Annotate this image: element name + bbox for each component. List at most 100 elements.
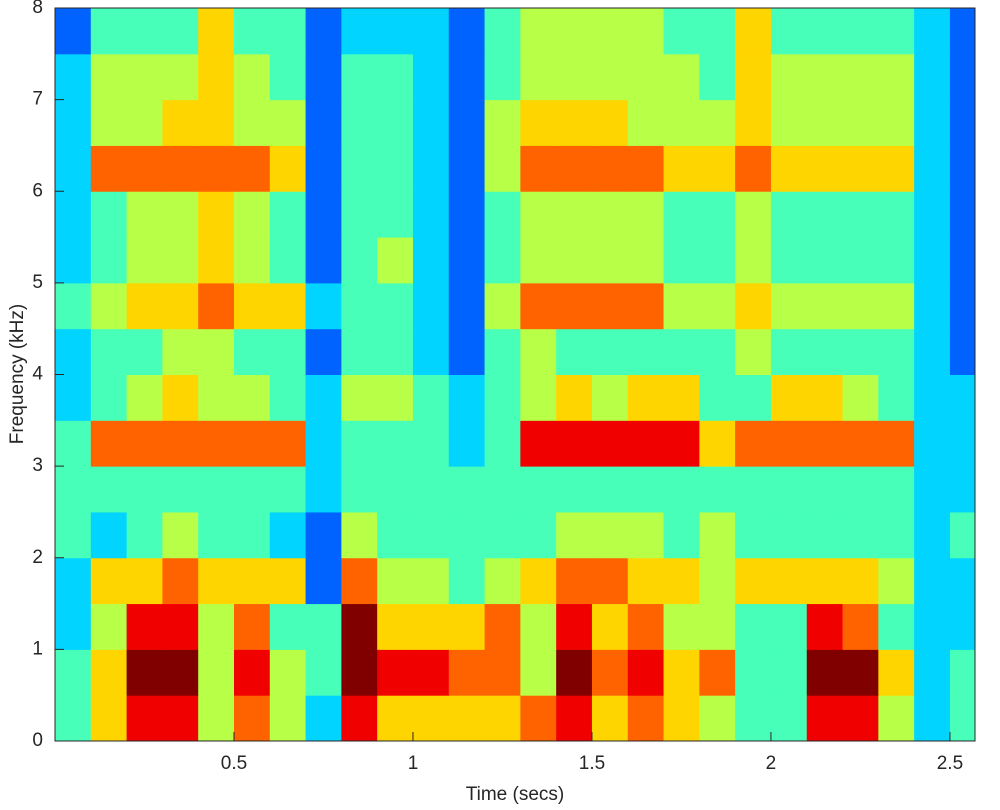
cell xyxy=(233,191,271,238)
cell xyxy=(448,695,486,742)
cell xyxy=(735,557,772,605)
cell xyxy=(341,557,378,605)
cell xyxy=(556,557,593,605)
cell xyxy=(305,420,342,467)
cell xyxy=(198,99,235,146)
y-tick-label: 8 xyxy=(32,0,43,18)
y-tick-label: 3 xyxy=(32,455,43,476)
cell xyxy=(770,53,808,101)
cell xyxy=(377,695,414,742)
cell xyxy=(377,511,414,559)
cell xyxy=(484,695,521,742)
cell xyxy=(198,191,235,238)
cell xyxy=(663,145,700,192)
cell xyxy=(556,466,593,513)
cell xyxy=(663,237,700,284)
cell xyxy=(735,374,772,421)
cell xyxy=(412,191,450,238)
cell xyxy=(663,99,700,146)
cell xyxy=(90,466,128,513)
cell xyxy=(484,649,521,696)
cell xyxy=(949,649,976,696)
cell xyxy=(412,328,450,375)
cell xyxy=(520,603,557,650)
cell xyxy=(842,145,879,192)
cell xyxy=(55,511,92,559)
cell xyxy=(770,695,808,742)
cell xyxy=(591,328,629,375)
cell xyxy=(699,99,736,146)
cell xyxy=(914,466,951,513)
y-tick-label: 1 xyxy=(32,638,43,659)
cell xyxy=(842,649,879,696)
cell xyxy=(448,420,486,467)
cell xyxy=(699,603,736,650)
cell xyxy=(520,282,557,330)
cell xyxy=(770,511,808,559)
cell xyxy=(556,282,593,330)
cell xyxy=(448,649,486,696)
cell xyxy=(735,649,772,696)
cell xyxy=(663,649,700,696)
cell xyxy=(412,557,450,605)
cell xyxy=(591,99,629,146)
cell xyxy=(627,145,665,192)
cell xyxy=(520,8,557,55)
cell xyxy=(591,603,629,650)
cell xyxy=(162,420,199,467)
cell xyxy=(699,466,736,513)
cell xyxy=(914,511,951,559)
cell xyxy=(341,328,378,375)
cell xyxy=(949,557,976,605)
cell xyxy=(233,511,271,559)
cell xyxy=(484,328,521,375)
cell xyxy=(341,145,378,192)
cell xyxy=(842,328,879,375)
cell xyxy=(162,511,199,559)
cell xyxy=(520,557,557,605)
cell xyxy=(914,649,951,696)
cell xyxy=(949,145,976,192)
cell xyxy=(233,420,271,467)
cell xyxy=(949,603,976,650)
cell xyxy=(699,649,736,696)
cell xyxy=(233,374,271,421)
cell xyxy=(412,99,450,146)
cell xyxy=(627,695,665,742)
cell xyxy=(305,695,342,742)
cell xyxy=(949,53,976,101)
cell xyxy=(627,511,665,559)
cell xyxy=(448,466,486,513)
cell xyxy=(914,557,951,605)
cell xyxy=(341,99,378,146)
cell xyxy=(55,53,92,101)
cell xyxy=(591,420,629,467)
cell xyxy=(55,191,92,238)
cell xyxy=(842,282,879,330)
cell xyxy=(699,237,736,284)
cell xyxy=(341,374,378,421)
cell xyxy=(770,237,808,284)
cell xyxy=(556,191,593,238)
cell xyxy=(949,420,976,467)
cell xyxy=(806,695,844,742)
cell xyxy=(878,603,915,650)
cell xyxy=(90,282,128,330)
cell xyxy=(90,99,128,146)
cell xyxy=(806,420,844,467)
cell xyxy=(699,191,736,238)
cell xyxy=(126,695,163,742)
cell xyxy=(412,145,450,192)
cell xyxy=(377,603,414,650)
cell xyxy=(556,8,593,55)
cell xyxy=(914,191,951,238)
cell xyxy=(556,511,593,559)
cell xyxy=(735,466,772,513)
cell xyxy=(269,557,307,605)
cell xyxy=(627,603,665,650)
cell xyxy=(126,420,163,467)
cell xyxy=(484,420,521,467)
cell xyxy=(663,511,700,559)
cell xyxy=(198,603,235,650)
cell xyxy=(55,8,92,55)
